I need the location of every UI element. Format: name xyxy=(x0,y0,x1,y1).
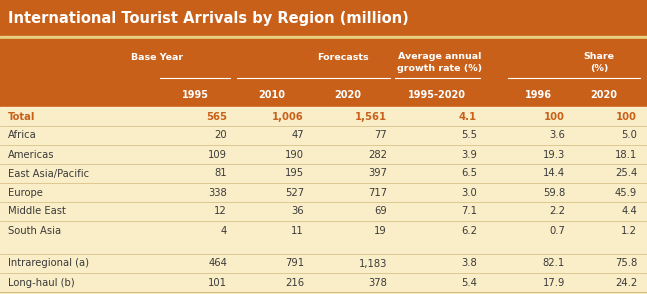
Text: Europe: Europe xyxy=(8,188,43,198)
Text: 2010: 2010 xyxy=(259,90,285,100)
Text: 190: 190 xyxy=(285,150,304,160)
Bar xyxy=(0,36,647,39)
Bar xyxy=(0,202,647,221)
Text: 3.8: 3.8 xyxy=(461,258,477,268)
Text: 378: 378 xyxy=(368,278,387,288)
Text: 82.1: 82.1 xyxy=(543,258,565,268)
Text: 1,561: 1,561 xyxy=(355,111,387,121)
Text: 527: 527 xyxy=(285,188,304,198)
Text: Forecasts: Forecasts xyxy=(317,53,369,62)
Text: 1995-2020: 1995-2020 xyxy=(408,90,466,100)
Text: 216: 216 xyxy=(285,278,304,288)
Bar xyxy=(0,221,647,240)
Text: 36: 36 xyxy=(291,206,304,216)
Text: 565: 565 xyxy=(206,111,227,121)
Bar xyxy=(0,273,647,292)
Text: 7.1: 7.1 xyxy=(461,206,477,216)
Text: 6.2: 6.2 xyxy=(461,225,477,235)
Text: 14.4: 14.4 xyxy=(543,168,565,178)
Text: East Asia/Pacific: East Asia/Pacific xyxy=(8,168,89,178)
Text: Average annual
growth rate (%): Average annual growth rate (%) xyxy=(397,52,483,73)
Text: 4: 4 xyxy=(221,225,227,235)
Text: 69: 69 xyxy=(374,206,387,216)
Text: Americas: Americas xyxy=(8,150,54,160)
Text: 6.5: 6.5 xyxy=(461,168,477,178)
Text: 397: 397 xyxy=(368,168,387,178)
Text: 101: 101 xyxy=(208,278,227,288)
Text: 3.6: 3.6 xyxy=(549,131,565,141)
Text: 59.8: 59.8 xyxy=(543,188,565,198)
Bar xyxy=(0,183,647,202)
Text: 24.2: 24.2 xyxy=(615,278,637,288)
Bar xyxy=(0,164,647,183)
Text: 5.5: 5.5 xyxy=(461,131,477,141)
Text: 1,183: 1,183 xyxy=(358,258,387,268)
Text: South Asia: South Asia xyxy=(8,225,61,235)
Text: 17.9: 17.9 xyxy=(543,278,565,288)
Text: 4.4: 4.4 xyxy=(621,206,637,216)
Text: 19: 19 xyxy=(374,225,387,235)
Text: 4.1: 4.1 xyxy=(459,111,477,121)
Text: 0.7: 0.7 xyxy=(549,225,565,235)
Text: 2020: 2020 xyxy=(591,90,617,100)
Text: 717: 717 xyxy=(368,188,387,198)
Text: 19.3: 19.3 xyxy=(543,150,565,160)
Bar xyxy=(0,107,647,126)
Text: 77: 77 xyxy=(374,131,387,141)
Text: 2.2: 2.2 xyxy=(549,206,565,216)
Text: Total: Total xyxy=(8,111,36,121)
Bar xyxy=(0,126,647,145)
Text: Middle East: Middle East xyxy=(8,206,66,216)
Text: 109: 109 xyxy=(208,150,227,160)
Text: Long-haul (b): Long-haul (b) xyxy=(8,278,74,288)
Text: 282: 282 xyxy=(368,150,387,160)
Text: Africa: Africa xyxy=(8,131,37,141)
Text: Share
(%): Share (%) xyxy=(584,52,615,73)
Text: 20: 20 xyxy=(214,131,227,141)
Text: 25.4: 25.4 xyxy=(615,168,637,178)
Bar xyxy=(0,0,647,36)
Text: 338: 338 xyxy=(208,188,227,198)
Bar xyxy=(0,145,647,164)
Text: 2020: 2020 xyxy=(334,90,362,100)
Text: 45.9: 45.9 xyxy=(615,188,637,198)
Text: 1995: 1995 xyxy=(182,90,208,100)
Text: 81: 81 xyxy=(214,168,227,178)
Text: 1996: 1996 xyxy=(525,90,551,100)
Text: 3.9: 3.9 xyxy=(461,150,477,160)
Text: 12: 12 xyxy=(214,206,227,216)
Text: Intraregional (a): Intraregional (a) xyxy=(8,258,89,268)
Text: 5.4: 5.4 xyxy=(461,278,477,288)
Text: 18.1: 18.1 xyxy=(615,150,637,160)
Text: International Tourist Arrivals by Region (million): International Tourist Arrivals by Region… xyxy=(8,11,409,26)
Text: 1.2: 1.2 xyxy=(621,225,637,235)
Text: Base Year: Base Year xyxy=(131,53,183,62)
Bar xyxy=(0,39,647,107)
Text: 11: 11 xyxy=(291,225,304,235)
Text: 3.0: 3.0 xyxy=(461,188,477,198)
Bar xyxy=(0,240,647,254)
Text: 100: 100 xyxy=(544,111,565,121)
Text: 47: 47 xyxy=(291,131,304,141)
Text: 75.8: 75.8 xyxy=(615,258,637,268)
Text: 791: 791 xyxy=(285,258,304,268)
Text: 100: 100 xyxy=(616,111,637,121)
Bar xyxy=(0,254,647,273)
Text: 1,006: 1,006 xyxy=(272,111,304,121)
Text: 5.0: 5.0 xyxy=(621,131,637,141)
Text: 195: 195 xyxy=(285,168,304,178)
Text: 464: 464 xyxy=(208,258,227,268)
